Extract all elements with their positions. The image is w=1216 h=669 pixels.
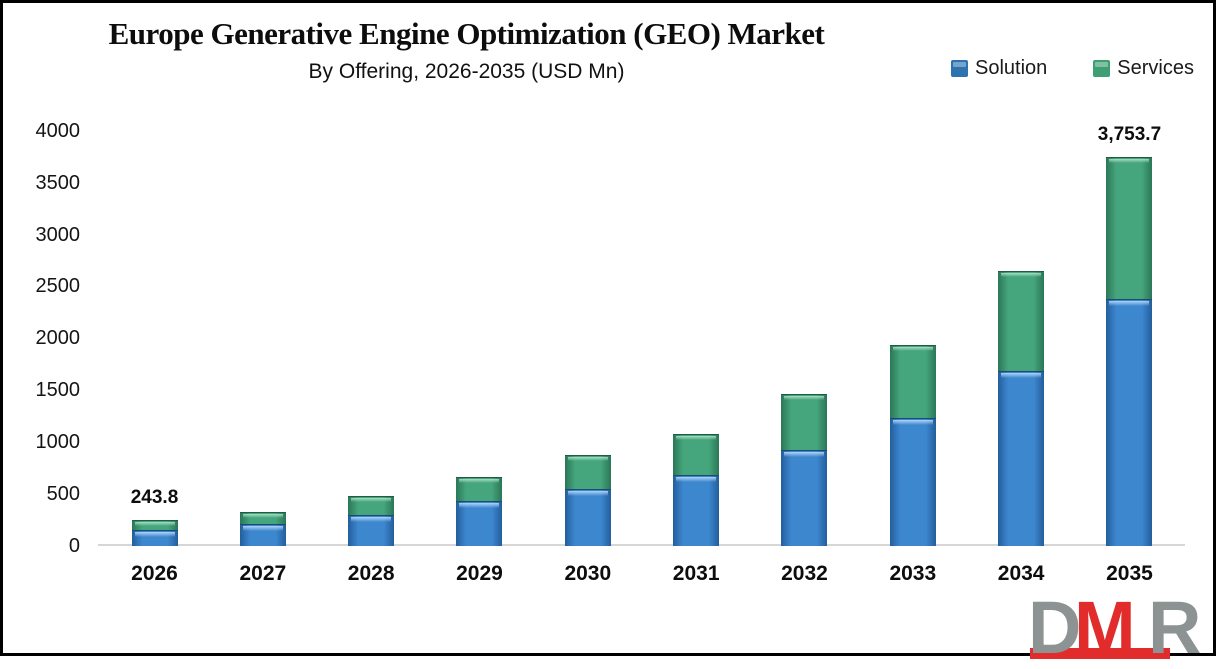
legend-item-solution: Solution [951, 57, 1047, 80]
bar-2035 [1106, 156, 1153, 547]
legend-label-services: Services [1117, 57, 1194, 79]
services-swatch-icon [1093, 60, 1111, 77]
chart-subtitle: By Offering, 2026-2035 (USD Mn) [308, 59, 625, 83]
y-tick-label: 1000 [35, 430, 81, 453]
x-axis-line [98, 544, 1185, 546]
bar-segment-services [239, 512, 286, 526]
x-axis-label-2033: 2033 [889, 562, 937, 585]
bar-segment-solution [564, 488, 611, 547]
bar-segment-services [673, 433, 720, 476]
bar-segment-services [781, 393, 828, 452]
y-tick-label: 500 [46, 482, 80, 505]
x-axis-label-2030: 2030 [564, 562, 612, 585]
x-axis-label-2027: 2027 [239, 562, 287, 585]
bar-2028 [348, 496, 395, 547]
bar-segment-solution [673, 474, 720, 547]
bar-segment-services [348, 496, 395, 517]
bar-segment-solution [456, 501, 503, 547]
bar-2032 [781, 393, 828, 547]
bar-segment-services [131, 520, 178, 531]
bar-segment-solution [998, 371, 1045, 547]
logo-letter-m: M [1074, 586, 1136, 669]
bar-2029 [456, 476, 503, 547]
bar-2026 [131, 520, 178, 547]
x-axis-label-2031: 2031 [672, 562, 720, 585]
y-tick-label: 2000 [35, 327, 81, 350]
bar-2027 [239, 512, 286, 547]
dmr-logo: D M R [1022, 586, 1216, 669]
logo-letter-r: R [1148, 586, 1201, 669]
bar-2031 [673, 433, 720, 547]
legend: Solution Services [951, 57, 1194, 80]
logo-underline-bar [1030, 648, 1170, 659]
bar-segment-solution [1106, 299, 1153, 547]
y-tick-label: 0 [68, 534, 80, 557]
bar-segment-services [564, 454, 611, 490]
chart-header: Europe Generative Engine Optimization (G… [14, 16, 919, 84]
bar-segment-solution [239, 524, 286, 547]
x-axis-label-2034: 2034 [997, 562, 1045, 585]
y-tick-label: 4000 [35, 120, 81, 142]
bar-2033 [889, 344, 936, 547]
legend-item-services: Services [1093, 57, 1194, 80]
legend-label-solution: Solution [975, 57, 1048, 79]
bar-2034 [998, 270, 1045, 547]
data-label-2026: 243.8 [130, 487, 179, 509]
y-tick-label: 3500 [35, 171, 81, 194]
bar-segment-services [1106, 156, 1153, 301]
solution-swatch-icon [951, 60, 969, 77]
bar-segment-services [889, 344, 936, 419]
bar-segment-solution [781, 450, 828, 547]
x-axis-label-2026: 2026 [131, 562, 178, 585]
data-label-2035: 3,753.7 [1097, 123, 1162, 145]
bar-segment-services [456, 476, 503, 503]
bar-segment-services [998, 270, 1045, 373]
bar-segment-solution [131, 529, 178, 547]
x-axis-label-2032: 2032 [781, 562, 828, 585]
chart-title: Europe Generative Engine Optimization (G… [108, 16, 825, 51]
logo-letter-d: D [1028, 586, 1081, 669]
y-tick-label: 2500 [35, 275, 81, 298]
bar-segment-solution [348, 515, 395, 547]
y-tick-label: 1500 [35, 379, 81, 402]
x-axis-label-2035: 2035 [1106, 562, 1153, 585]
x-axis-label-2028: 2028 [347, 562, 395, 585]
bar-segment-solution [889, 417, 936, 547]
bar-2030 [564, 454, 611, 547]
y-tick-label: 3000 [35, 223, 81, 246]
x-axis-label-2029: 2029 [456, 562, 503, 585]
